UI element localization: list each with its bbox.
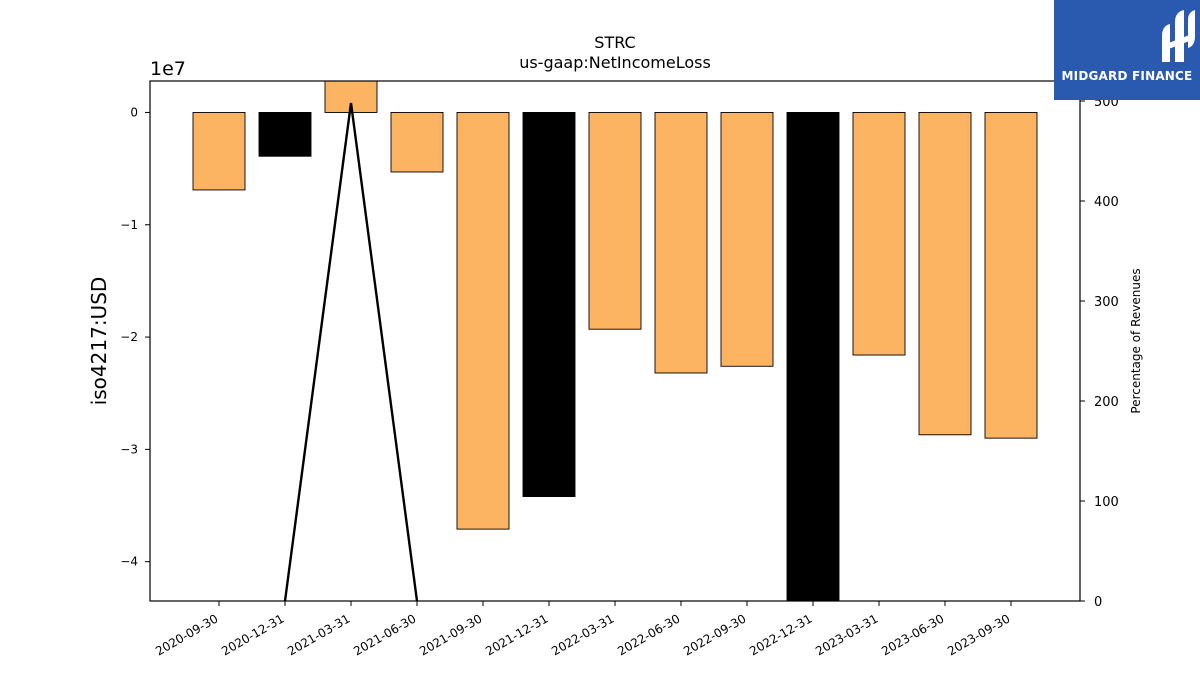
bar-2021-06-30 xyxy=(390,111,444,173)
x-tick-label: 2022-12-31 xyxy=(747,611,814,658)
x-tick-label: 2021-09-30 xyxy=(417,611,484,658)
midgard-finance-logo: MIDGARD FINANCE xyxy=(1054,0,1200,100)
bar-2020-09-30 xyxy=(192,111,246,191)
x-tick-label: 2020-09-30 xyxy=(153,611,220,658)
y-tick-label: −3 xyxy=(120,442,138,456)
y-tick-label: −2 xyxy=(120,330,138,344)
bar-2023-09-30 xyxy=(984,111,1038,439)
y2-tick-label: 400 xyxy=(1094,195,1119,210)
y2-axis-label: Percentage of Revenues xyxy=(1129,268,1143,413)
y-multiplier: 1e7 xyxy=(150,58,186,80)
y-axis-ticks: 0 −1 −2 −3 −4 xyxy=(120,105,150,569)
x-tick-label: 2022-09-30 xyxy=(681,611,748,658)
bar-2023-06-30 xyxy=(918,111,972,436)
midgard-logo-icon xyxy=(1162,10,1195,62)
y-tick-label: −1 xyxy=(120,218,138,232)
bars xyxy=(192,80,1038,602)
bar-2021-12-31 xyxy=(522,111,576,498)
bar-2022-06-30 xyxy=(654,111,708,374)
bar-2023-03-31 xyxy=(852,111,906,356)
x-axis-ticks: 2020-09-302020-12-312021-03-312021-06-30… xyxy=(153,601,1013,658)
y-tick-label: 0 xyxy=(130,105,138,119)
percentage-line-path xyxy=(283,102,419,601)
bar-2022-03-31 xyxy=(588,111,642,330)
x-tick-label: 2022-03-31 xyxy=(549,611,616,658)
x-tick-label: 2020-12-31 xyxy=(219,611,286,658)
x-tick-label: 2023-03-31 xyxy=(813,611,880,658)
bar-2020-12-31 xyxy=(258,111,312,157)
y-tick-label: −4 xyxy=(120,555,138,569)
x-tick-label: 2021-12-31 xyxy=(483,611,550,658)
x-tick-label: 2021-03-31 xyxy=(285,611,352,658)
bar-2022-12-31 xyxy=(786,111,840,602)
percentage-line xyxy=(283,102,419,601)
y2-tick-label: 300 xyxy=(1094,295,1119,310)
chart-title: STRC xyxy=(594,33,635,52)
y2-tick-label: 0 xyxy=(1094,595,1102,610)
x-tick-label: 2023-09-30 xyxy=(945,611,1012,658)
y2-tick-label: 100 xyxy=(1094,495,1119,510)
x-tick-label: 2022-06-30 xyxy=(615,611,682,658)
y-axis-label: iso4217:USD xyxy=(87,277,111,406)
logo-text: MIDGARD FINANCE xyxy=(1061,69,1193,83)
y2-tick-label: 200 xyxy=(1094,395,1119,410)
x-tick-label: 2021-06-30 xyxy=(351,611,418,658)
x-tick-label: 2023-06-30 xyxy=(879,611,946,658)
bar-2022-09-30 xyxy=(720,111,774,367)
chart-subtitle: us-gaap:NetIncomeLoss xyxy=(519,53,711,72)
bar-2021-09-30 xyxy=(456,111,510,530)
